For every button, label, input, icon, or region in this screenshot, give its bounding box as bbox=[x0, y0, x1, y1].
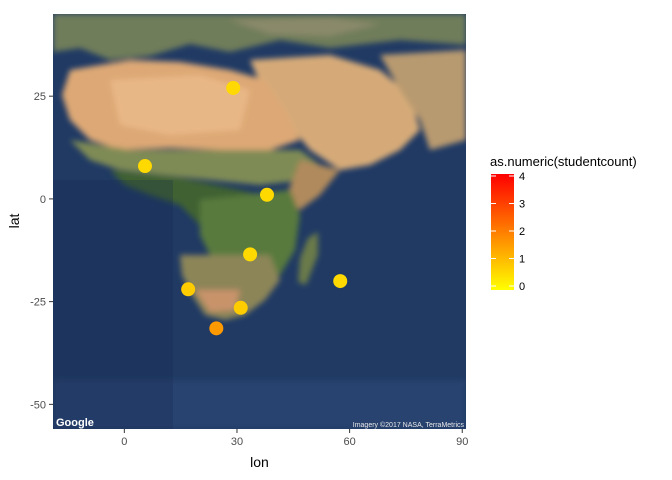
data-point-3 bbox=[260, 187, 275, 202]
data-point-7 bbox=[233, 300, 248, 315]
data-point-1 bbox=[226, 80, 241, 95]
legend-tick-label: 2 bbox=[519, 226, 525, 238]
y-axis-title: lat bbox=[6, 214, 22, 229]
legend: as.numeric(studentcount) 4 3 2 1 0 bbox=[490, 154, 637, 293]
x-tick-label: 90 bbox=[456, 436, 468, 448]
data-points bbox=[137, 80, 348, 336]
y-tick-label: -25 bbox=[30, 297, 46, 309]
y-axis-ticks: 25 0 -25 -50 bbox=[30, 91, 53, 411]
x-tick-label: 30 bbox=[231, 436, 243, 448]
legend-tick-label: 0 bbox=[519, 281, 525, 293]
legend-tick-label: 4 bbox=[519, 171, 525, 183]
x-tick-label: 0 bbox=[121, 436, 127, 448]
y-tick-label: 25 bbox=[34, 91, 46, 103]
y-tick-label: -50 bbox=[30, 399, 46, 411]
data-point-2 bbox=[137, 159, 152, 174]
data-point-5 bbox=[333, 274, 348, 289]
legend-tick-label: 3 bbox=[519, 199, 525, 211]
data-point-8 bbox=[209, 321, 224, 336]
y-tick-label: 0 bbox=[40, 194, 46, 206]
imagery-attribution: Imagery ©2017 NASA, TerraMetrics bbox=[353, 421, 465, 429]
legend-tick-label: 1 bbox=[519, 254, 525, 266]
legend-ticks: 4 3 2 1 0 bbox=[491, 171, 525, 293]
google-attribution: Google bbox=[56, 417, 94, 429]
data-point-4 bbox=[243, 247, 258, 262]
satellite-basemap bbox=[53, 14, 466, 429]
x-axis-ticks: 0 30 60 90 bbox=[121, 429, 468, 448]
data-point-6 bbox=[181, 282, 196, 297]
x-tick-label: 60 bbox=[343, 436, 355, 448]
x-axis-title: lon bbox=[250, 454, 269, 470]
legend-title: as.numeric(studentcount) bbox=[490, 154, 637, 169]
legend-colorbar bbox=[491, 174, 514, 290]
